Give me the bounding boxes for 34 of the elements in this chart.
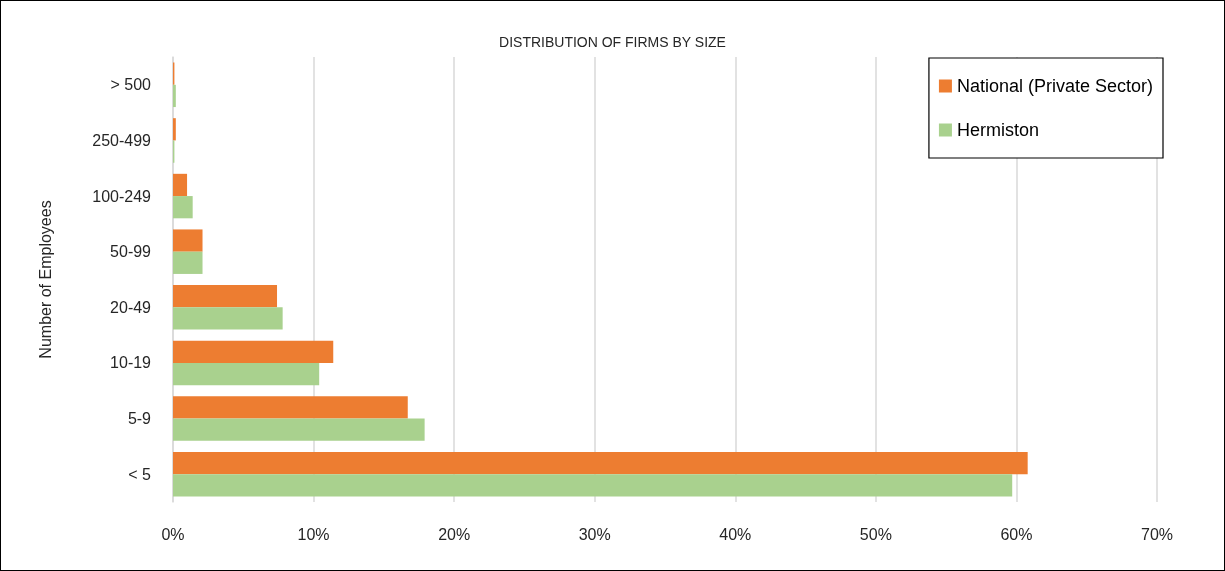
bar [173,418,425,441]
bar [173,118,176,141]
y-tick-label: 5-9 [127,410,152,428]
bar [173,251,203,274]
legend-label: Hermiston [956,120,1039,140]
x-tick-label: 70% [1140,525,1174,543]
chart-title: DISTRIBUTION OF FIRMS BY SIZE [499,34,726,50]
bar [173,307,283,330]
bar [173,196,193,219]
x-tick-label: 20% [438,525,471,543]
bar [173,451,1028,475]
y-tick-label: 20-49 [110,298,152,316]
bar [173,474,1013,497]
bar [173,362,320,386]
legend-label: National (Private Sector) [956,76,1153,96]
y-tick-label: 100-249 [92,187,152,205]
x-tick-label: 40% [719,525,752,543]
bar [173,340,334,363]
y-tick-label: 250-499 [92,131,152,149]
bar [173,396,408,419]
x-tick-label: 30% [578,525,611,543]
x-tick-label: 50% [859,525,892,543]
y-tick-label: 50-99 [110,243,152,261]
bar [173,173,188,197]
x-tick-label: 10% [297,525,330,543]
y-tick-label: > 500 [110,76,152,94]
bar [173,229,203,252]
x-tick-label: 0% [161,525,185,543]
y-tick-label: < 5 [128,465,152,483]
y-tick-label: 10-19 [110,354,152,372]
x-tick-label: 60% [1000,525,1033,543]
bar [173,84,176,108]
bar [173,285,278,308]
y-axis-title: Number of Employees [36,200,54,359]
